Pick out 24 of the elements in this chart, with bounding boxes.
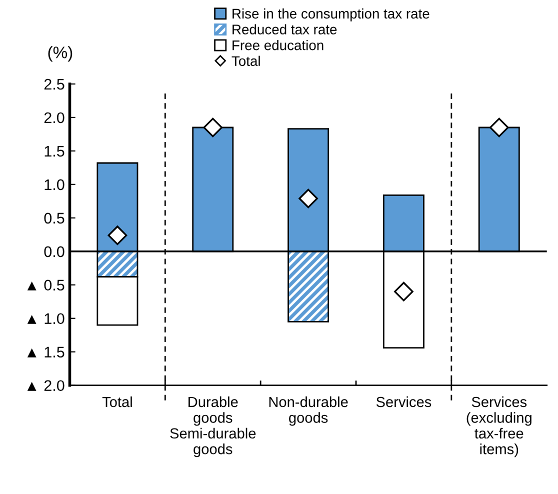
point (108, 226, 128, 245)
point (203, 118, 223, 138)
y-tick-label: 0.0 (44, 246, 64, 258)
y-tick-label: 2.5 (44, 78, 64, 90)
point (489, 118, 509, 138)
y-tick-label: ▲ 1.5 (27, 346, 64, 358)
legend-label: Rise in the consumption tax rate (232, 8, 430, 22)
y-tick-label: 0.5 (44, 212, 64, 224)
y-tick-label: ▲ 2.0 (27, 380, 64, 392)
point (298, 188, 318, 208)
y-tick-label: 1.0 (44, 179, 64, 190)
x-tick-label: Services (excluding tax-free items) (466, 396, 532, 458)
x-tick-label: Durable goods Semi-durable goods (170, 396, 256, 458)
x-tick-label: Services (376, 396, 432, 408)
y-tick-label: ▲ 1.0 (27, 313, 64, 324)
x-tick-label: Non-durable goods (269, 396, 348, 426)
legend-label: Total (232, 56, 260, 66)
legend-label: Free education (232, 40, 324, 50)
legend-label: Reduced tax rate (232, 24, 337, 34)
y-axis-title: (%) (48, 46, 72, 62)
y-tick-label: ▲ 0.5 (27, 280, 64, 291)
x-tick-label: Total (102, 396, 132, 408)
y-tick-label: 1.5 (44, 146, 64, 157)
y-tick-label: 2.0 (44, 112, 64, 124)
